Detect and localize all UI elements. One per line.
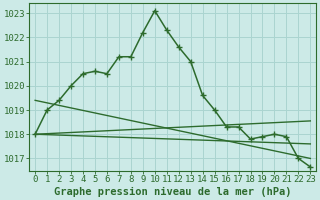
X-axis label: Graphe pression niveau de la mer (hPa): Graphe pression niveau de la mer (hPa) — [54, 186, 292, 197]
